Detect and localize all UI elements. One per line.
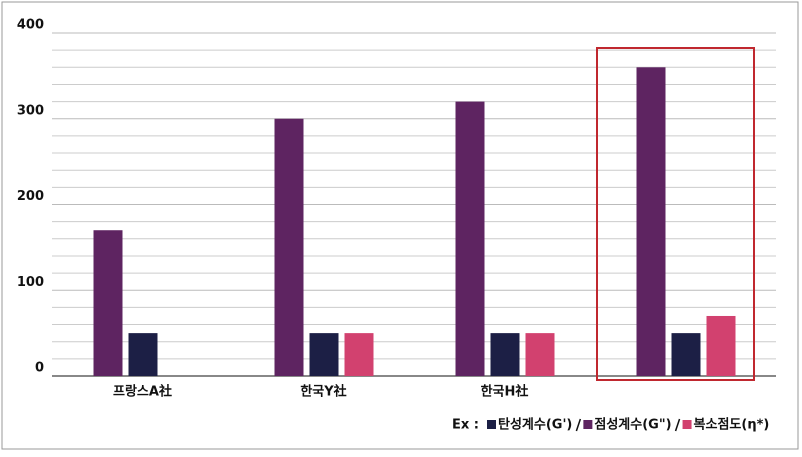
y-tick-label: 400 <box>17 18 44 33</box>
legend-prefix: Ex : <box>452 418 479 433</box>
legend-swatch <box>583 420 593 429</box>
x-tick-label: 프랑스A社 <box>113 384 172 400</box>
frame <box>1 1 799 450</box>
legend-separator <box>674 418 681 432</box>
bar <box>309 333 339 376</box>
legend-label: 점성계수(G") <box>594 418 671 433</box>
legend-swatch <box>682 420 692 429</box>
bar <box>706 315 736 376</box>
y-tick-label: 200 <box>17 189 44 204</box>
bar <box>344 333 374 376</box>
y-tick-label: 100 <box>17 275 44 290</box>
bar <box>636 67 666 377</box>
bar <box>671 333 701 376</box>
legend-separator <box>575 418 582 432</box>
bar <box>93 230 123 376</box>
y-tick-label: 300 <box>17 103 44 118</box>
x-tick-label: 한국H社 <box>481 384 529 400</box>
x-tick-label: 한국Y社 <box>300 384 346 400</box>
bar <box>525 333 555 376</box>
bar <box>128 333 158 376</box>
legend-label: 탄성계수(G') <box>498 417 572 433</box>
y-tick-label: 0 <box>35 361 44 376</box>
highlight-box <box>596 47 755 381</box>
bar <box>455 101 485 376</box>
legend-label: 복소점도(η*) <box>694 418 770 433</box>
bar <box>490 333 520 376</box>
bar <box>274 118 304 376</box>
legend-swatch <box>487 420 496 429</box>
